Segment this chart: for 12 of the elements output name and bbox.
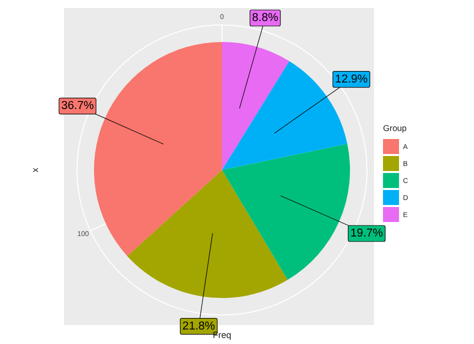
data-label: 12.9% — [335, 73, 368, 86]
pie-slice — [222, 42, 290, 170]
text: x — [30, 167, 40, 172]
text: Freq — [212, 330, 232, 340]
pie-slice — [127, 170, 288, 298]
data-label: 19.7% — [350, 227, 383, 240]
pie-slice — [222, 144, 350, 280]
data-label: 21.8% — [182, 320, 216, 332]
legend-title: Group — [383, 123, 407, 133]
data-label: 36.7% — [61, 100, 94, 112]
data-label: 8.8% — [252, 12, 278, 24]
pie-slice — [94, 42, 222, 256]
